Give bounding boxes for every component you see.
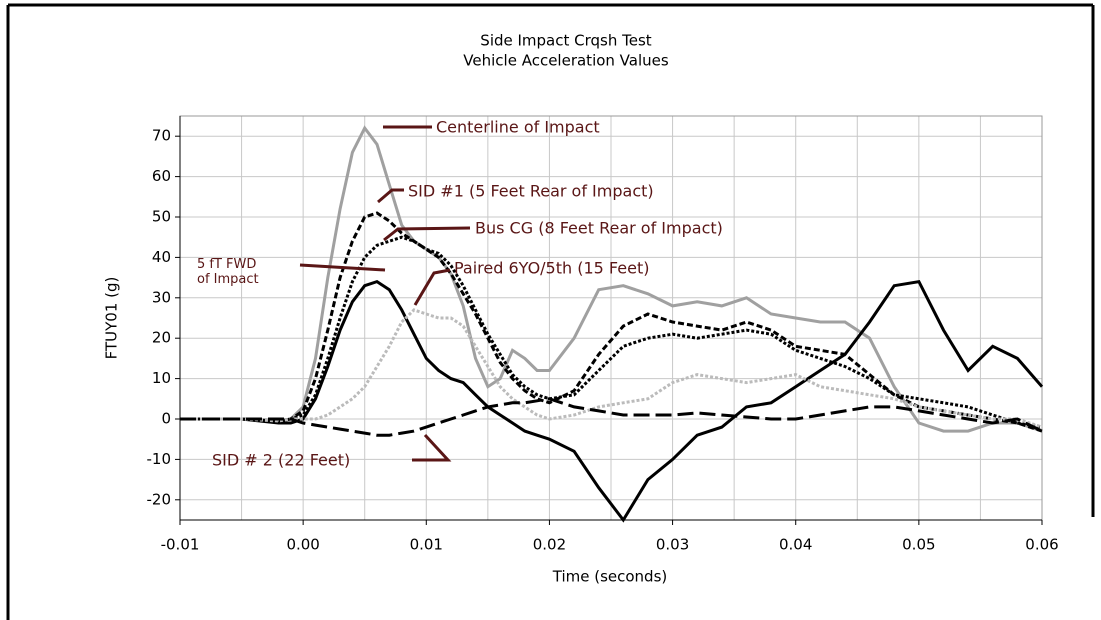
annotation-leader bbox=[377, 188, 404, 204]
y-tick-label: 20 bbox=[152, 329, 171, 347]
series-annotation: SID #1 (5 Feet Rear of Impact) bbox=[408, 182, 654, 201]
series-line bbox=[180, 397, 1043, 437]
annotation-leader bbox=[299, 263, 386, 272]
annotation-leader bbox=[383, 226, 471, 242]
x-axis-label: Time (seconds) bbox=[552, 568, 668, 586]
chart-title: Side Impact Crqsh Test bbox=[480, 32, 651, 50]
x-tick-label: 0.06 bbox=[1025, 536, 1058, 554]
x-tick-label: 0.03 bbox=[656, 536, 689, 554]
y-tick-label: 40 bbox=[152, 248, 171, 266]
y-tick-label: 50 bbox=[152, 208, 171, 226]
x-tick-label: 0.02 bbox=[533, 536, 566, 554]
y-tick-label: 70 bbox=[152, 127, 171, 145]
y-tick-label: 10 bbox=[152, 369, 171, 387]
x-tick-label: 0.01 bbox=[410, 536, 443, 554]
annotation-box: 5 fT FWD of Impact bbox=[197, 257, 259, 287]
series-annotation: SID # 2 (22 Feet) bbox=[212, 451, 350, 470]
series-line bbox=[180, 235, 1043, 429]
annotation-leader bbox=[412, 433, 452, 462]
y-tick-label: 30 bbox=[152, 288, 171, 306]
series-annotation: Centerline of Impact bbox=[436, 118, 600, 137]
annotation-leader bbox=[413, 268, 451, 306]
series-line bbox=[180, 211, 1043, 433]
y-axis-label: FTUY01 (g) bbox=[103, 277, 121, 360]
series-line bbox=[180, 279, 1044, 523]
chart-subtitle: Vehicle Acceleration Values bbox=[463, 52, 669, 70]
x-tick-label: -0.01 bbox=[161, 536, 200, 554]
series-annotation: Bus CG (8 Feet Rear of Impact) bbox=[475, 219, 723, 238]
series-annotation: Paired 6YO/5th (15 Feet) bbox=[454, 259, 649, 278]
y-tick-label: -20 bbox=[147, 490, 172, 508]
series-line bbox=[180, 308, 1043, 429]
x-tick-label: 0.00 bbox=[286, 536, 319, 554]
y-tick-label: 60 bbox=[152, 167, 171, 185]
y-tick-label: -10 bbox=[147, 450, 172, 468]
x-tick-label: 0.05 bbox=[902, 536, 935, 554]
x-tick-label: 0.04 bbox=[779, 536, 812, 554]
y-tick-label: 0 bbox=[161, 410, 171, 428]
series-annotation: 5 fT FWD of Impact bbox=[197, 257, 259, 287]
